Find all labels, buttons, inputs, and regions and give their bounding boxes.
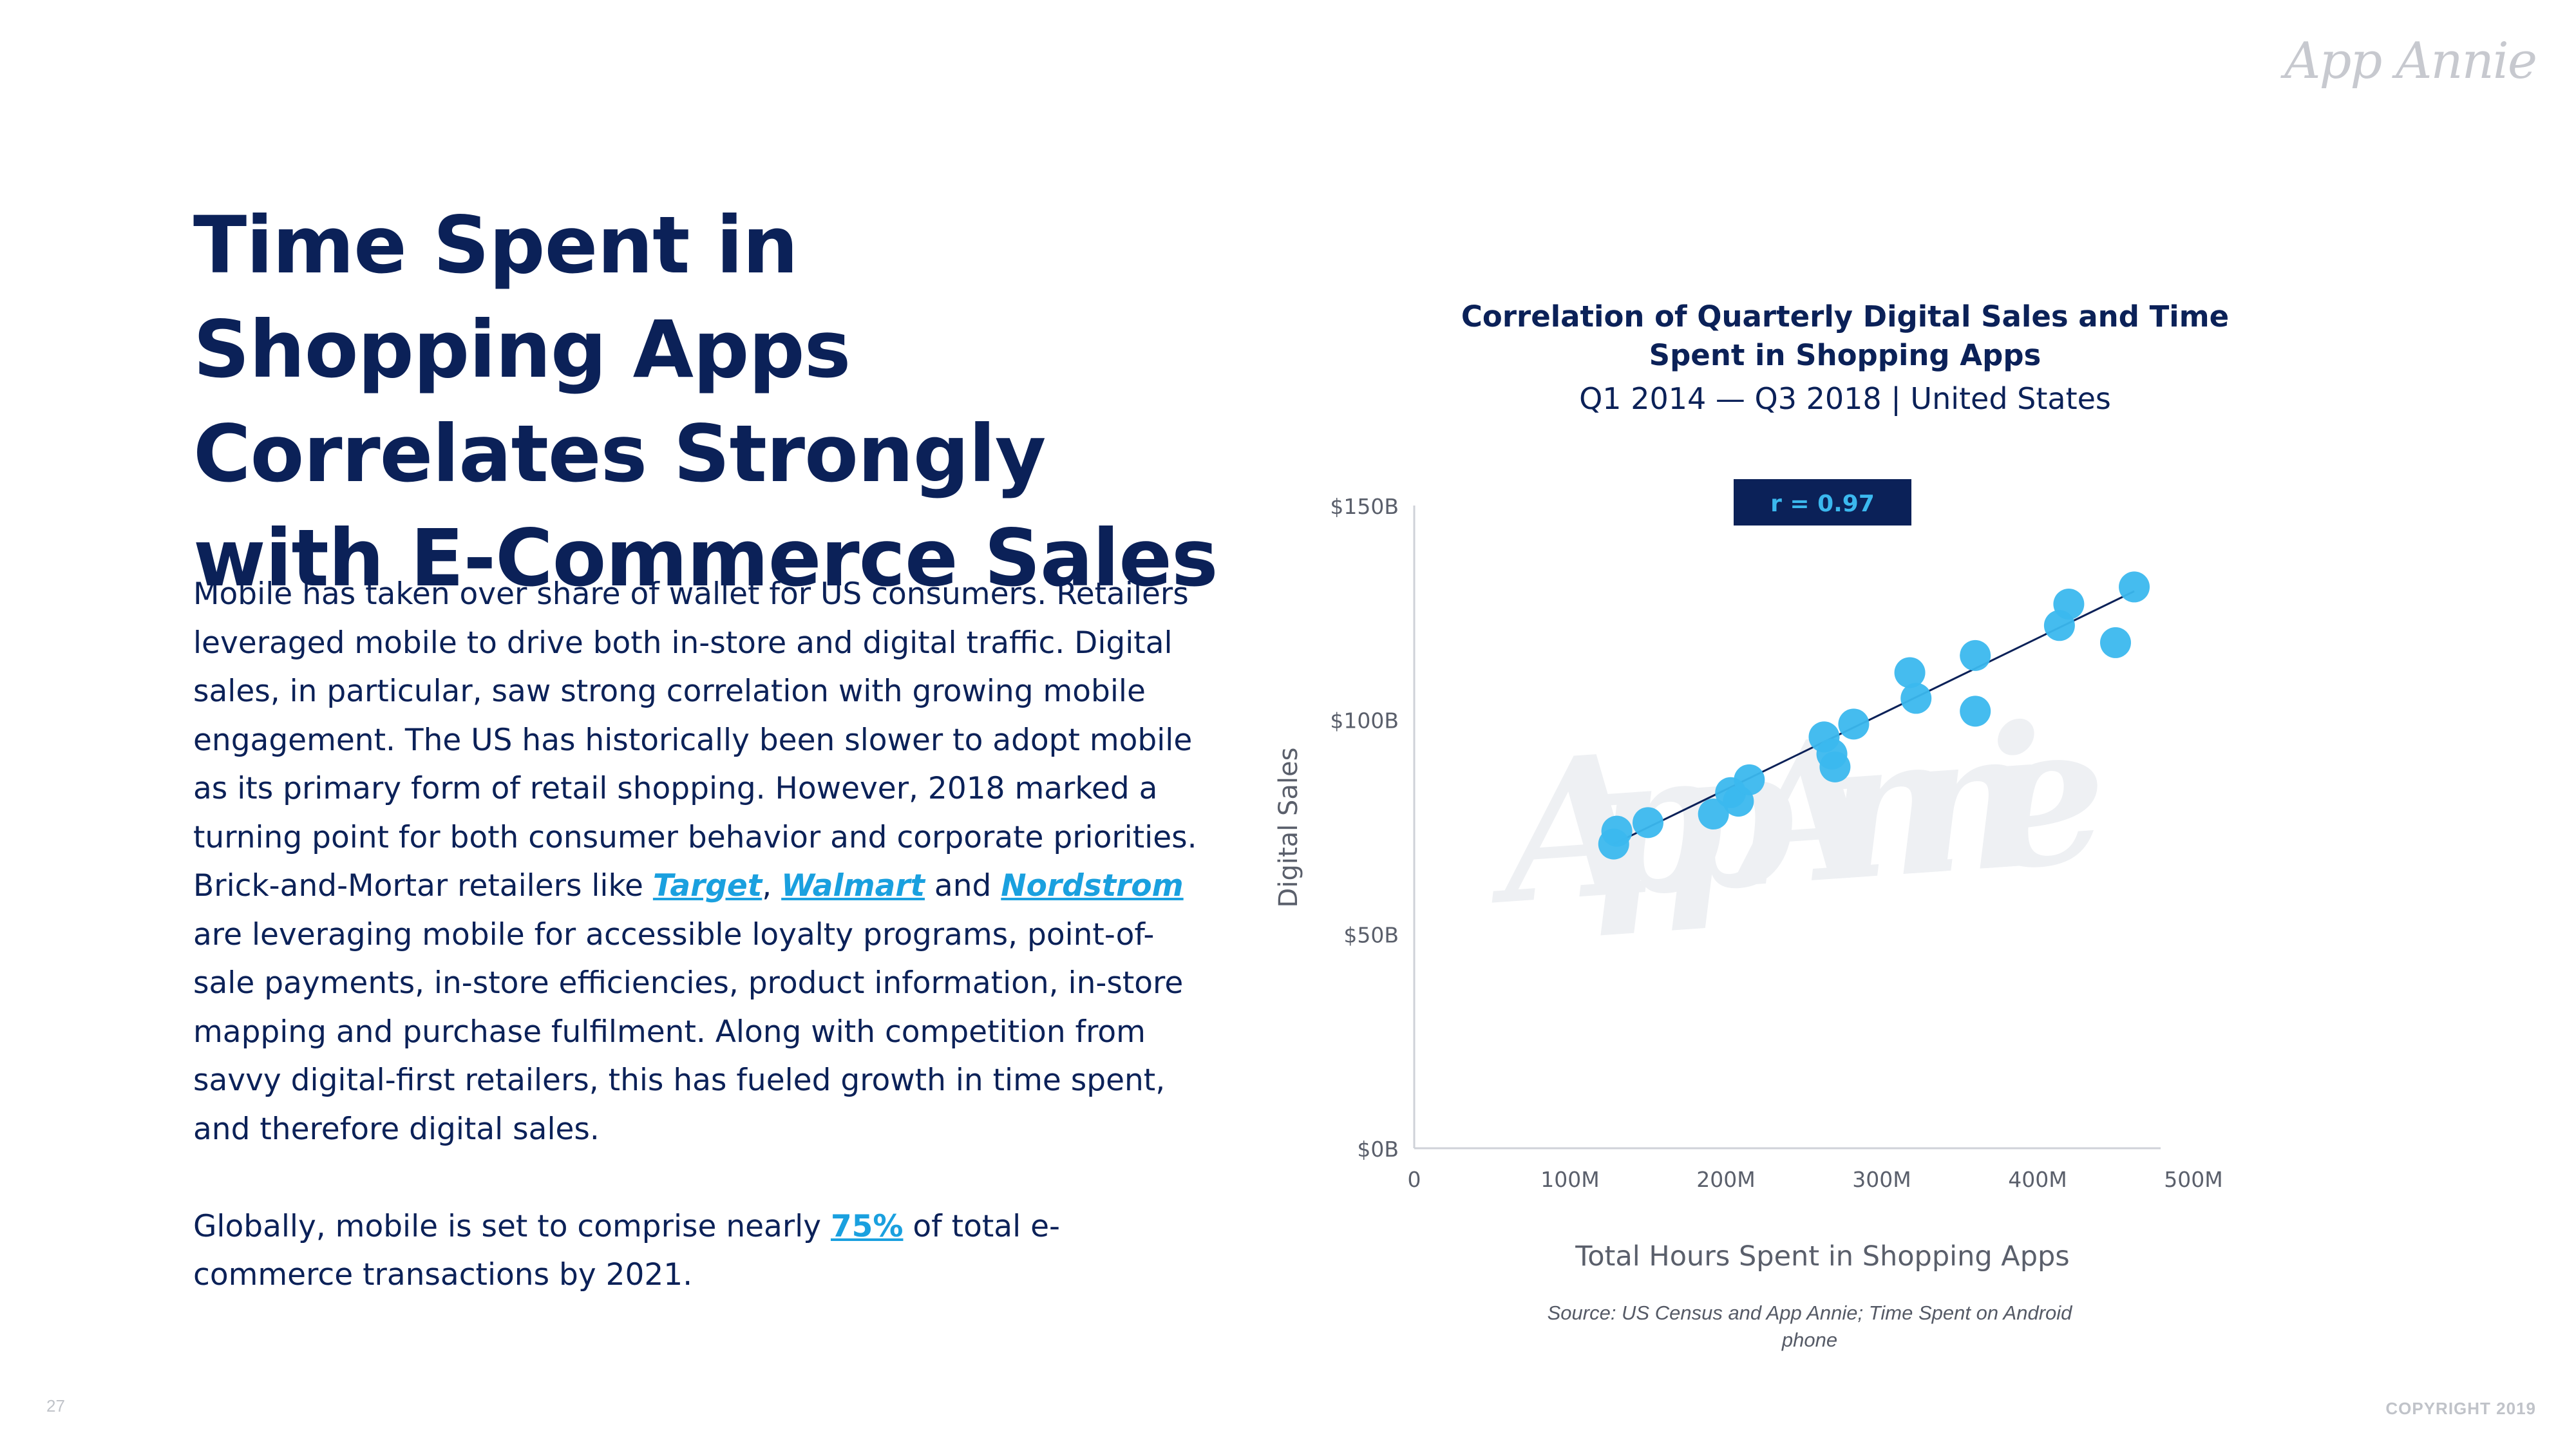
y-tick-label: $100B: [1330, 708, 1399, 734]
tick-labels: $0B $50B $100B $150B 0 100M 200M 300M 400M 500M: [1330, 494, 2222, 1192]
x-tick-label: 500M: [2164, 1167, 2222, 1192]
x-tick-label: 0: [1408, 1167, 1421, 1192]
data-point: [1601, 815, 1633, 847]
data-point: [1734, 764, 1765, 795]
annotation-box: [1734, 479, 1911, 526]
paragraph-1: Mobile has taken over share of wallet fo…: [193, 570, 1198, 1153]
target-link[interactable]: Target: [652, 868, 762, 904]
seventy-five-percent-link[interactable]: 75%: [830, 1208, 904, 1244]
data-point: [2053, 589, 2085, 620]
data-point: [1960, 696, 1991, 727]
chart-subtitle: Q1 2014 — Q3 2018 | United States: [1579, 381, 2111, 416]
data-point: [2100, 627, 2131, 658]
page-number: 27: [46, 1396, 65, 1416]
x-tick-label: 300M: [1852, 1167, 1911, 1192]
separator-and: and: [924, 868, 1001, 904]
x-axis-label: Total Hours Spent in Shopping Apps: [1575, 1240, 2069, 1273]
y-tick-label: $50B: [1343, 922, 1399, 947]
chart-source: Source: US Census and App Annie; Time Sp…: [1547, 1302, 2072, 1351]
chart-title: Correlation of Quarterly Digital Sales a…: [1461, 299, 2230, 372]
app-annie-logo: App Annie: [2284, 32, 2537, 90]
y-axis-label: Digital Sales: [1274, 748, 1303, 908]
data-point: [1698, 799, 1729, 830]
data-point: [1819, 751, 1851, 782]
paragraph-1-text-a: Mobile has taken over share of wallet fo…: [193, 576, 1197, 904]
page-title: Time Spent in Shopping Apps Correlates S…: [193, 200, 1218, 604]
data-point: [2119, 571, 2150, 603]
chart-axes: [1413, 506, 2161, 1150]
annotation-label: r = 0.97: [1770, 491, 1875, 517]
data-point: [1838, 708, 1870, 740]
copyright: COPYRIGHT 2019: [2385, 1399, 2536, 1418]
x-tick-label: 400M: [2008, 1167, 2067, 1192]
paragraph-1-text-b: are leveraging mobile for accessible loy…: [193, 916, 1184, 1147]
x-tick-label: 100M: [1540, 1167, 1599, 1192]
data-point: [1633, 807, 1663, 838]
data-point: [1894, 657, 1926, 688]
data-points: [1598, 571, 2150, 860]
y-tick-label: $150B: [1330, 494, 1399, 519]
separator-comma: ,: [762, 868, 782, 904]
data-point: [1960, 639, 1991, 671]
paragraph-2-text-a: Globally, mobile is set to comprise near…: [193, 1208, 831, 1244]
correlation-annotation: r = 0.97: [1734, 479, 1911, 526]
y-tick-label: $0B: [1357, 1137, 1399, 1162]
walmart-link[interactable]: Walmart: [781, 868, 925, 904]
paragraph-2: Globally, mobile is set to comprise near…: [193, 1202, 1198, 1300]
data-point: [1900, 683, 1932, 714]
watermark: App Annie: [1479, 678, 2114, 948]
x-tick-label: 200M: [1696, 1167, 1755, 1192]
nordstrom-link[interactable]: Nordstrom: [1001, 868, 1184, 904]
paragraph-2-text-b: of total e-commerce transactions by 2021…: [193, 1208, 1060, 1293]
body-text: Mobile has taken over share of wallet fo…: [193, 570, 1198, 1300]
